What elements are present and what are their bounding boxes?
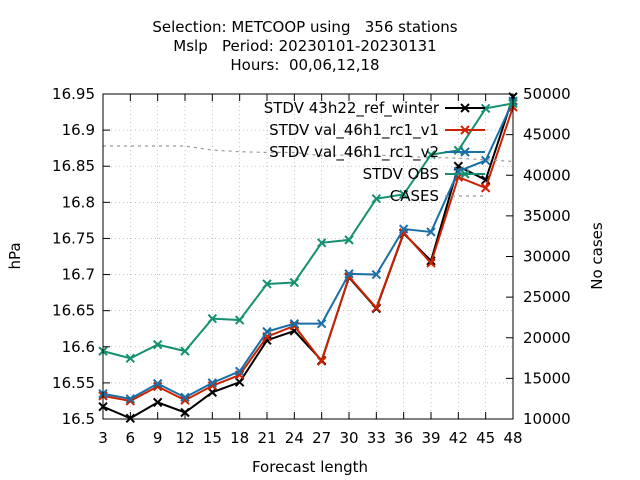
data-point-marker <box>262 326 272 337</box>
x-tick-label: 45 <box>476 429 495 447</box>
x-tick-label: 33 <box>367 429 386 447</box>
y2-tick-label: 20000 <box>523 329 571 347</box>
y-tick-label: 16.8 <box>62 193 95 211</box>
data-point-marker <box>180 392 190 403</box>
data-point-marker <box>460 147 470 157</box>
legend-label: STDV val_46h1_rc1_v1 <box>269 121 439 140</box>
data-point-marker <box>480 103 491 114</box>
data-point-marker <box>152 378 163 389</box>
y2-tick-label: 10000 <box>523 410 571 428</box>
series-line <box>102 106 514 402</box>
x-tick-label: 39 <box>421 429 440 447</box>
x-tick-label: 18 <box>230 429 249 447</box>
y2-tick-label: 45000 <box>523 126 571 144</box>
data-point-marker <box>262 279 272 289</box>
data-point-marker <box>460 103 470 113</box>
y2-tick-label: 25000 <box>523 288 571 306</box>
legend-label: STDV OBS <box>363 165 439 183</box>
data-point-marker <box>480 183 491 193</box>
x-tick-label: 36 <box>394 429 413 447</box>
y2-tick-label: 40000 <box>523 166 571 184</box>
data-point-marker <box>480 155 491 166</box>
y-tick-label: 16.7 <box>62 266 95 284</box>
data-point-marker <box>234 377 245 387</box>
axis-layer: 16.5 16.55 16.6 16.65 16.7 16.75 16.8 16.85 16.9… <box>52 85 571 447</box>
data-point-marker <box>371 269 382 280</box>
data-point-marker <box>371 194 382 204</box>
series-3 <box>98 98 518 364</box>
y-tick-label: 16.65 <box>52 302 95 320</box>
data-point-marker <box>460 125 470 135</box>
data-point-marker <box>152 397 163 408</box>
data-point-marker <box>234 315 245 325</box>
x-tick-label: 48 <box>503 429 522 447</box>
grid-layer <box>103 94 513 419</box>
y-tick-label: 16.85 <box>52 157 95 175</box>
data-point-marker <box>234 366 245 377</box>
data-point-marker <box>344 235 354 245</box>
series-line <box>102 100 514 400</box>
data-point-marker <box>125 353 136 364</box>
chart-title-line-2: Mslp Period: 20230101-20230131 <box>173 37 437 55</box>
series-line <box>102 96 514 420</box>
y2-tick-label: 50000 <box>523 85 571 103</box>
y-axis-label: hPa <box>6 242 24 269</box>
x-tick-label: 42 <box>449 429 468 447</box>
legend-label: STDV val_46h1_rc1_v2 <box>269 143 439 162</box>
data-point-marker <box>398 189 409 200</box>
data-point-marker <box>180 395 190 405</box>
data-point-marker <box>426 258 436 268</box>
x-tick-label: 12 <box>175 429 194 447</box>
y-tick-label: 16.75 <box>52 229 95 247</box>
data-point-marker <box>289 277 300 288</box>
data-point-marker <box>125 394 136 404</box>
series-4 <box>103 145 514 163</box>
legend-label: STDV 43h22_ref_winter <box>264 99 440 118</box>
data-point-marker <box>460 169 470 179</box>
y-tick-label: 16.95 <box>52 85 95 103</box>
data-point-marker <box>262 335 272 345</box>
chart-title-line-1: Selection: METCOOP using 356 stations <box>152 18 458 36</box>
chart-title-line-3: Hours: 00,06,12,18 <box>230 56 380 74</box>
data-point-marker <box>207 381 218 391</box>
data-point-marker <box>316 356 327 366</box>
x-tick-label: 30 <box>339 429 358 447</box>
data-point-marker <box>180 346 190 356</box>
legend: STDV 43h22_ref_winter STDV val_46h1_rc1_v… <box>264 99 485 205</box>
series-line <box>102 102 514 360</box>
data-point-marker <box>316 238 327 248</box>
y-tick-label: 16.9 <box>62 121 95 139</box>
y2-tick-label: 30000 <box>523 248 571 266</box>
x-tick-label: 6 <box>126 429 136 447</box>
y2-axis-label: No cases <box>588 222 606 290</box>
x-tick-label: 27 <box>312 429 331 447</box>
x-tick-label: 15 <box>203 429 222 447</box>
data-point-marker <box>398 224 409 234</box>
series-layer <box>98 92 518 423</box>
y-tick-label: 16.5 <box>62 410 95 428</box>
x-tick-label: 3 <box>98 429 108 447</box>
data-point-marker <box>344 269 354 279</box>
y-tick-label: 16.55 <box>52 374 95 392</box>
y2-tick-label: 35000 <box>523 207 571 225</box>
y2-tick-label: 15000 <box>523 369 571 387</box>
series-line <box>103 145 514 163</box>
data-point-marker <box>152 339 163 350</box>
data-point-marker <box>316 318 327 329</box>
legend-label: CASES <box>390 187 439 205</box>
data-point-marker <box>207 313 218 324</box>
x-tick-label: 24 <box>285 429 304 447</box>
data-point-marker <box>207 378 218 388</box>
data-point-marker <box>289 318 300 329</box>
data-point-marker <box>371 303 382 313</box>
x-axis-label: Forecast length <box>252 458 368 476</box>
y-tick-label: 16.6 <box>62 338 95 356</box>
data-point-marker <box>426 227 436 237</box>
x-tick-label: 9 <box>153 429 163 447</box>
x-tick-label: 21 <box>257 429 276 447</box>
